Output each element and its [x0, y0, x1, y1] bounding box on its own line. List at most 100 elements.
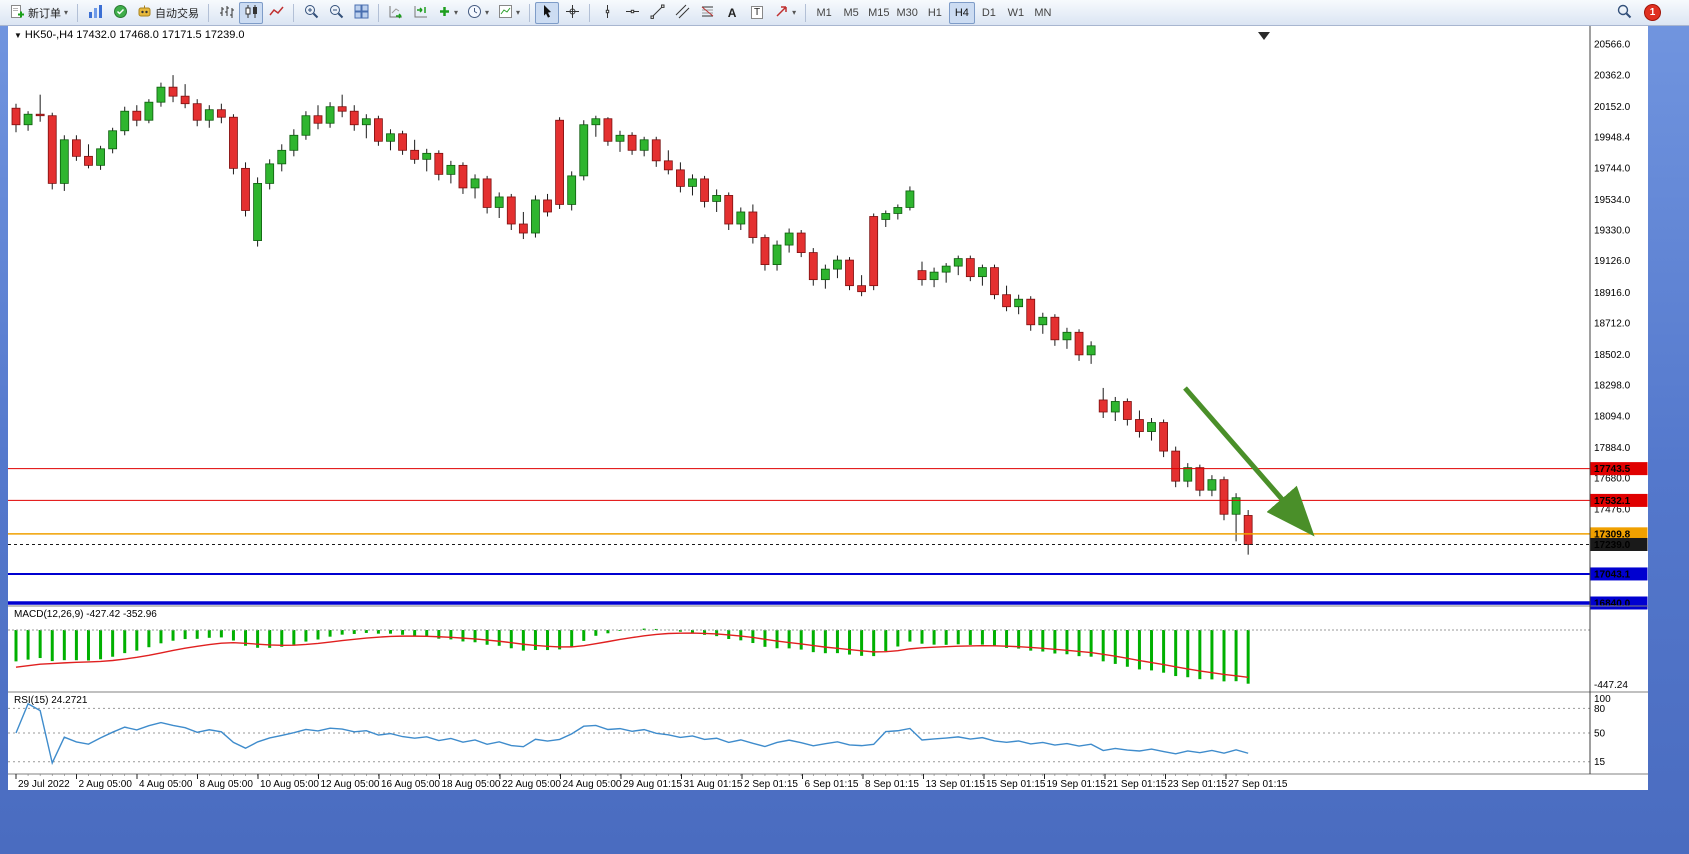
candle-body [180, 95, 190, 105]
line-chart-type-button[interactable] [264, 2, 288, 24]
price-axis-label: 19330.0 [1594, 226, 1631, 237]
channel-tool-button[interactable] [670, 2, 694, 24]
trend-arrow-annotation[interactable] [1183, 386, 1315, 537]
crosshair-button[interactable] [560, 2, 584, 24]
candle-body [1050, 316, 1060, 341]
price-axis-label: 18502.0 [1594, 350, 1631, 361]
cursor-button[interactable] [535, 1, 560, 24]
chevron-down-icon: ▾ [485, 7, 490, 17]
symbol-info[interactable]: ▼ HK50-,H4 17432.0 17468.0 17171.5 17239.… [14, 29, 245, 41]
candle-body [833, 259, 842, 270]
candle-body [386, 133, 395, 142]
periods-button[interactable]: ▾ [463, 2, 493, 24]
candle-body [47, 115, 57, 184]
horizontal-line-tool-button[interactable] [620, 2, 644, 24]
clock-icon [467, 4, 482, 22]
timeframe-m5-button[interactable]: M5 [843, 6, 859, 19]
candle-body [772, 244, 782, 266]
candle-body [676, 169, 685, 187]
price-level-badge [1590, 493, 1648, 507]
trendline-icon [650, 4, 665, 22]
candle-body [96, 148, 105, 166]
timeframe-m15-button[interactable]: M15 [868, 6, 890, 19]
templates-button[interactable]: ▾ [494, 2, 524, 24]
candle-body [84, 155, 93, 166]
timeframe-mn-button[interactable]: MN [1034, 6, 1052, 19]
candle-body [470, 178, 480, 189]
cursor-icon [540, 4, 555, 22]
candle-body [796, 232, 806, 253]
price-level-badge [1590, 567, 1648, 581]
candle-body [651, 139, 661, 162]
candle-body [1038, 316, 1048, 326]
tile-windows-button[interactable] [349, 2, 373, 24]
candle-body [1110, 401, 1120, 413]
candle-body [216, 109, 226, 118]
candlestick-icon [244, 4, 259, 22]
charts-button[interactable] [83, 2, 107, 24]
vertical-line-icon [600, 4, 615, 22]
search-button[interactable] [1612, 2, 1636, 24]
candle-body [156, 86, 166, 103]
trendline-tool-button[interactable] [645, 2, 669, 24]
chart-shift-marker[interactable] [1258, 32, 1270, 40]
candlestick-type-button[interactable] [239, 1, 264, 24]
chevron-down-icon: ▾ [64, 7, 69, 17]
zoom-out-button[interactable] [324, 2, 348, 24]
timeframe-m1-button[interactable]: M1 [816, 6, 832, 19]
candle-body [1026, 298, 1036, 326]
timeframe-h1-button[interactable]: H1 [927, 6, 942, 19]
time-axis-label: 8 Sep 01:15 [865, 779, 919, 790]
auto-trading-button[interactable]: 自动交易 [133, 2, 203, 24]
candle-body [978, 267, 987, 278]
vertical-line-tool-button[interactable] [595, 2, 619, 24]
zoom-in-icon [304, 4, 319, 22]
main-toolbar: 新订单 ▾ 自动交易 ▾ ▾ [0, 0, 1689, 26]
text-tool-icon: A [727, 5, 737, 20]
price-level-badge [1590, 462, 1648, 476]
candle-body [555, 119, 564, 205]
candle-body [965, 258, 975, 278]
candle-body [373, 118, 383, 142]
candle-body [808, 252, 818, 281]
zoom-in-button[interactable] [299, 2, 323, 24]
candle-body [337, 106, 347, 112]
bar-chart-icon [219, 4, 234, 22]
chart-canvas[interactable]: 20566.0 20362.0 20152.0 19948.4 19744.0 19534… [8, 26, 1648, 790]
timeframe-h4-button[interactable]: H4 [948, 1, 975, 24]
indicators-button[interactable]: ▾ [434, 2, 462, 24]
arrows-tool-button[interactable]: ▾ [770, 2, 800, 24]
bar-chart-type-button[interactable] [214, 2, 238, 24]
new-order-label: 新订单 [28, 7, 61, 20]
time-axis-label: 2 Sep 01:15 [744, 779, 798, 790]
new-order-button[interactable]: 新订单 ▾ [6, 2, 72, 24]
candle-body [1207, 479, 1217, 491]
auto-scroll-icon [388, 4, 404, 22]
candle-body [265, 163, 275, 184]
text-tool-button[interactable]: A [720, 2, 744, 24]
candle-body [748, 211, 758, 238]
symbol-menu-icon: ▼ [14, 31, 22, 40]
timeframe-m30-button[interactable]: M30 [896, 6, 918, 19]
timeframe-w1-button[interactable]: W1 [1007, 6, 1025, 19]
fibonacci-tool-button[interactable] [695, 2, 719, 24]
candle-body [144, 101, 154, 121]
line-chart-icon [268, 4, 284, 22]
text-label-tool-button[interactable]: T [745, 2, 769, 24]
toolbar-separator [805, 3, 807, 22]
candle-body [277, 149, 287, 165]
market-watch-button[interactable] [108, 2, 132, 24]
timeframe-d1-button[interactable]: D1 [981, 6, 996, 19]
candle-body [639, 139, 649, 151]
rsi-indicator-label: RSI(15) 24.2721 [14, 695, 88, 706]
toolbar-separator [293, 3, 295, 22]
candle-body [313, 115, 323, 124]
candle-body [881, 213, 891, 220]
auto-scroll-button[interactable] [384, 2, 408, 24]
chart-shift-button[interactable] [409, 2, 433, 24]
price-level-badge-label: 16840.0 [1594, 599, 1631, 610]
price-axis-label: 17884.0 [1594, 443, 1631, 454]
notification-badge[interactable]: 1 [1644, 4, 1661, 21]
candle-body [289, 134, 299, 151]
candle-body [990, 267, 999, 296]
